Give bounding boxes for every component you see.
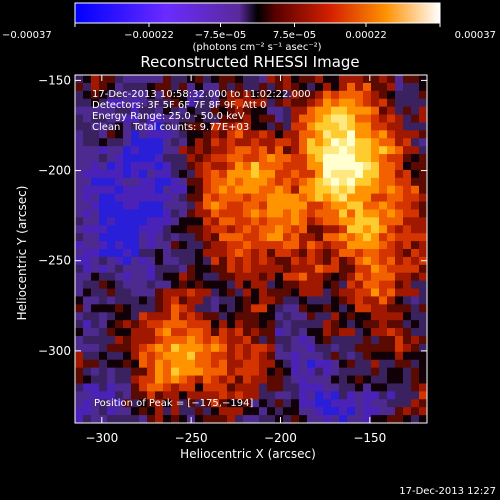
- colorbar-ticks: −0.00037 −0.00022 −7.5e−05 7.5e−05 0.00022 0.…: [2, 23, 496, 41]
- colorbar-tick-label: −0.00022: [124, 30, 174, 41]
- colorbar-tick-label: 7.5e−05: [273, 30, 316, 41]
- y-axis-ticks: −150 −200 −250 −300: [38, 73, 427, 358]
- x-tick-label: −200: [264, 431, 297, 445]
- colorbar-tick-label: 0.00037: [455, 30, 496, 41]
- y-tick-label: −200: [38, 164, 71, 178]
- plot-frame: [74, 74, 428, 424]
- annotation-time: 17-Dec-2013 10:58:32.000 to 11:02:22.000: [92, 89, 311, 100]
- annotation-detectors: Detectors: 3F 5F 6F 7F 8F 9F, Att 0: [92, 100, 266, 111]
- annotation-clean: Clean Total counts: 9.77E+03: [92, 122, 249, 133]
- colorbar-tick-label: −7.5e−05: [195, 30, 247, 41]
- colorbar-tick-label: −0.00037: [2, 30, 52, 41]
- annotation-energy: Energy Range: 25.0 - 50.0 keV: [92, 111, 245, 122]
- x-tick-label: −300: [85, 431, 118, 445]
- colorbar-unit-label: (photons cm⁻² s⁻¹ asec⁻²): [192, 42, 321, 53]
- annotation-peak: Position of Peak = [−175,−194]: [94, 398, 253, 409]
- y-tick-label: −300: [38, 344, 71, 358]
- colorbar: [74, 2, 441, 24]
- y-axis-label: Heliocentric Y (arcsec): [15, 186, 29, 321]
- footer-timestamp: 17-Dec-2013 12:27: [399, 486, 496, 497]
- x-tick-label: −250: [175, 431, 208, 445]
- y-tick-label: −150: [38, 73, 71, 87]
- x-axis-ticks: −300 −250 −200 −150: [85, 75, 386, 445]
- colorbar-tick-label: 0.00022: [345, 30, 386, 41]
- y-tick-label: −250: [38, 254, 71, 268]
- x-tick-label: −150: [353, 431, 386, 445]
- heatmap-image: [75, 75, 427, 423]
- x-axis-label: Heliocentric X (arcsec): [180, 447, 316, 461]
- chart-title: Reconstructed RHESSI Image: [140, 53, 359, 71]
